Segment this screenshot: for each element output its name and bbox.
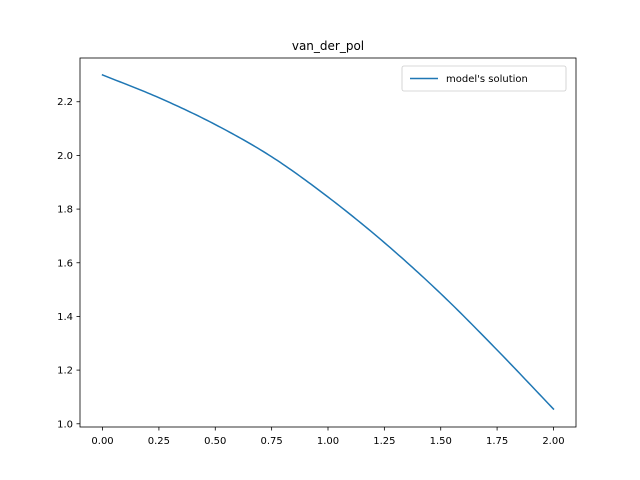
- x-tick-label: 1.75: [486, 436, 508, 447]
- chart-title: van_der_pol: [292, 39, 364, 53]
- legend-label: model's solution: [446, 74, 528, 85]
- x-tick-label: 2.00: [542, 436, 564, 447]
- y-tick-label: 2.2: [57, 97, 73, 108]
- series-line-0: [101, 73, 555, 411]
- axes-layer: 0.00 0.25 0.50 0.75 1.00 1.25 1.50 1.75 2.00 1.0 1…: [57, 57, 577, 447]
- y-tick-label: 2.0: [57, 151, 73, 162]
- x-tick-label: 0.50: [204, 436, 226, 447]
- y-tick-label: 1.6: [57, 258, 73, 269]
- legend: model's solution: [401, 65, 567, 92]
- plot-area: [80, 58, 576, 427]
- y-tick-label: 1.0: [57, 419, 73, 430]
- legend-box: [401, 65, 567, 92]
- series-layer: [101, 73, 555, 411]
- y-tick-label: 1.8: [57, 205, 73, 216]
- y-tick-label: 1.2: [57, 366, 73, 377]
- y-tick-label: 1.4: [57, 312, 73, 323]
- x-tick-label: 1.00: [317, 436, 339, 447]
- x-tick-label: 0.75: [261, 436, 283, 447]
- x-tick-label: 0.00: [91, 436, 113, 447]
- x-tick-label: 0.25: [148, 436, 170, 447]
- x-tick-label: 1.25: [373, 436, 395, 447]
- x-tick-label: 1.50: [430, 436, 452, 447]
